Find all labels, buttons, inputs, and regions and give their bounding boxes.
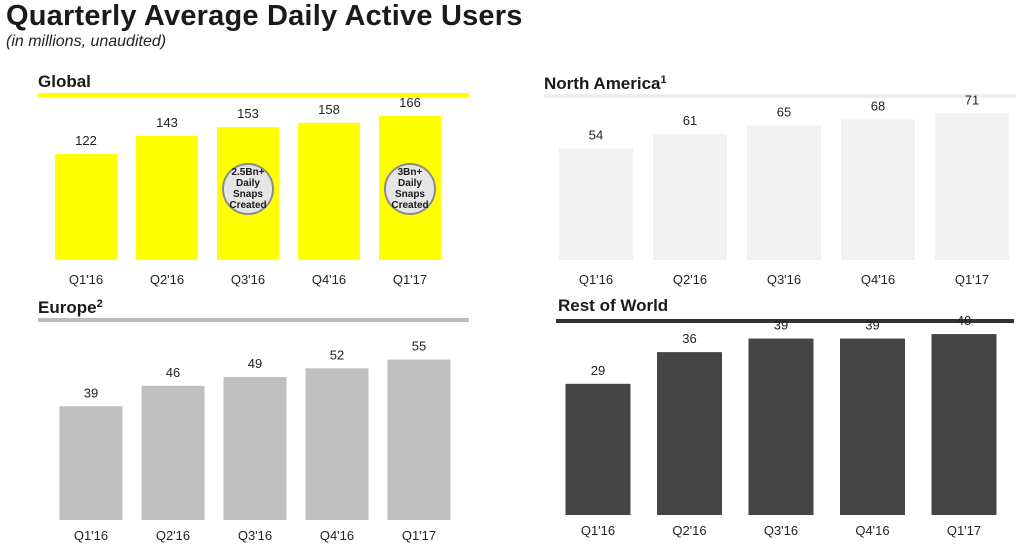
global-value-label-q1-17: 166 [399, 95, 421, 110]
global-title-rule [38, 93, 469, 97]
europe-title-rule [38, 318, 469, 322]
rest-of-world-bar-q1-16 [565, 383, 631, 515]
north-america-value-label-q3-16: 65 [777, 105, 791, 120]
rest-of-world-category-label-q1-16: Q1'16 [581, 523, 615, 538]
global-bar-q2-16 [136, 135, 198, 260]
rest-of-world-bar-q1-17 [931, 334, 997, 515]
north-america-category-label-q4-16: Q4'16 [861, 272, 895, 287]
global-category-label-q4-16: Q4'16 [312, 272, 346, 287]
rest-of-world-category-label-q1-17: Q1'17 [947, 523, 981, 538]
north-america-value-label-q4-16: 68 [871, 98, 885, 113]
europe-category-label-q1-17: Q1'17 [402, 528, 436, 543]
global-title-text: Global [38, 72, 91, 91]
rest-of-world-title-rule [556, 319, 1014, 323]
rest-of-world-bar-q2-16 [657, 352, 722, 515]
north-america-category-label-q1-16: Q1'16 [579, 272, 613, 287]
north-america-category-label-q1-17: Q1'17 [955, 272, 989, 287]
europe-category-label-q4-16: Q4'16 [320, 528, 354, 543]
europe-category-label-q3-16: Q3'16 [238, 528, 272, 543]
global-callout-q3-16: 2.5Bn+ Daily Snaps Created [222, 163, 274, 215]
global-category-label-q2-16: Q2'16 [150, 272, 184, 287]
north-america-title-footnote: 1 [660, 74, 667, 86]
europe-value-label-q4-16: 52 [330, 347, 344, 362]
global-callout-q1-17: 3Bn+ Daily Snaps Created [384, 163, 436, 215]
north-america-title-text: North America [544, 74, 661, 93]
rest-of-world-category-label-q4-16: Q4'16 [855, 523, 889, 538]
rest-of-world-title-text: Rest of World [558, 296, 669, 315]
rest-of-world-value-label-q3-16: 39 [774, 318, 788, 333]
global-bar-q1-16 [55, 154, 117, 260]
north-america-value-label-q2-16: 61 [683, 113, 697, 128]
global-value-label-q3-16: 153 [237, 106, 259, 121]
rest-of-world-bar-q4-16 [840, 338, 905, 515]
rest-of-world-category-label-q3-16: Q3'16 [764, 523, 798, 538]
global-value-label-q2-16: 143 [156, 115, 178, 130]
global-category-label-q1-17: Q1'17 [393, 272, 427, 287]
europe-value-label-q2-16: 46 [166, 365, 180, 380]
europe-category-label-q2-16: Q2'16 [156, 528, 190, 543]
global-value-label-q4-16: 158 [318, 102, 340, 117]
page-title: Quarterly Average Daily Active Users [6, 0, 523, 32]
europe-category-label-q1-16: Q1'16 [74, 528, 108, 543]
page-subtitle: (in millions, unaudited) [6, 33, 167, 50]
europe-title-footnote: 2 [96, 298, 103, 310]
north-america-bar-q2-16 [653, 133, 727, 260]
global-category-label-q1-16: Q1'16 [69, 272, 103, 287]
europe-value-label-q1-17: 55 [412, 339, 426, 354]
europe-title-text: Europe [38, 298, 97, 317]
north-america-value-label-q1-16: 54 [589, 127, 603, 142]
rest-of-world-dau-chart: 29 Q1'16 36 Q2'16 39 Q3'16 39 Q4'16 40 Q1'17 [565, 313, 997, 538]
rest-of-world-value-label-q1-17: 40 [957, 313, 971, 328]
north-america-bar-q1-16 [559, 148, 633, 260]
north-america-category-label-q2-16: Q2'16 [673, 272, 707, 287]
north-america-value-label-q1-17: 71 [965, 92, 979, 107]
europe-bar-q4-16 [305, 368, 369, 520]
europe-panel-title: Europe2 [38, 298, 103, 318]
europe-dau-chart: 39 Q1'16 46 Q2'16 49 Q3'16 52 Q4'16 55 Q1'17 [59, 339, 451, 543]
north-america-category-label-q3-16: Q3'16 [767, 272, 801, 287]
global-category-label-q3-16: Q3'16 [231, 272, 265, 287]
rest-of-world-value-label-q2-16: 36 [682, 331, 696, 346]
rest-of-world-value-label-q1-16: 29 [591, 363, 605, 378]
north-america-title-rule [544, 94, 1016, 98]
rest-of-world-bar-q3-16 [748, 338, 814, 515]
global-panel-title: Global [38, 72, 91, 92]
europe-bar-q2-16 [141, 385, 205, 520]
north-america-dau-chart: 54 Q1'16 61 Q2'16 65 Q3'16 68 Q4'16 71 Q1'17 [559, 92, 1009, 287]
north-america-bar-q4-16 [841, 119, 915, 260]
europe-value-label-q3-16: 49 [248, 356, 262, 371]
europe-bar-q1-16 [59, 406, 123, 520]
europe-bar-q1-17 [387, 359, 451, 520]
rest-of-world-value-label-q4-16: 39 [865, 318, 879, 333]
north-america-bar-q1-17 [935, 113, 1009, 260]
global-bar-q4-16 [298, 122, 360, 260]
north-america-bar-q3-16 [747, 125, 821, 261]
europe-value-label-q1-16: 39 [84, 385, 98, 400]
rest-of-world-category-label-q2-16: Q2'16 [672, 523, 706, 538]
europe-bar-q3-16 [223, 377, 287, 520]
global-value-label-q1-16: 122 [75, 133, 97, 148]
rest-of-world-panel-title: Rest of World [558, 296, 668, 316]
north-america-panel-title: North America1 [544, 74, 667, 94]
